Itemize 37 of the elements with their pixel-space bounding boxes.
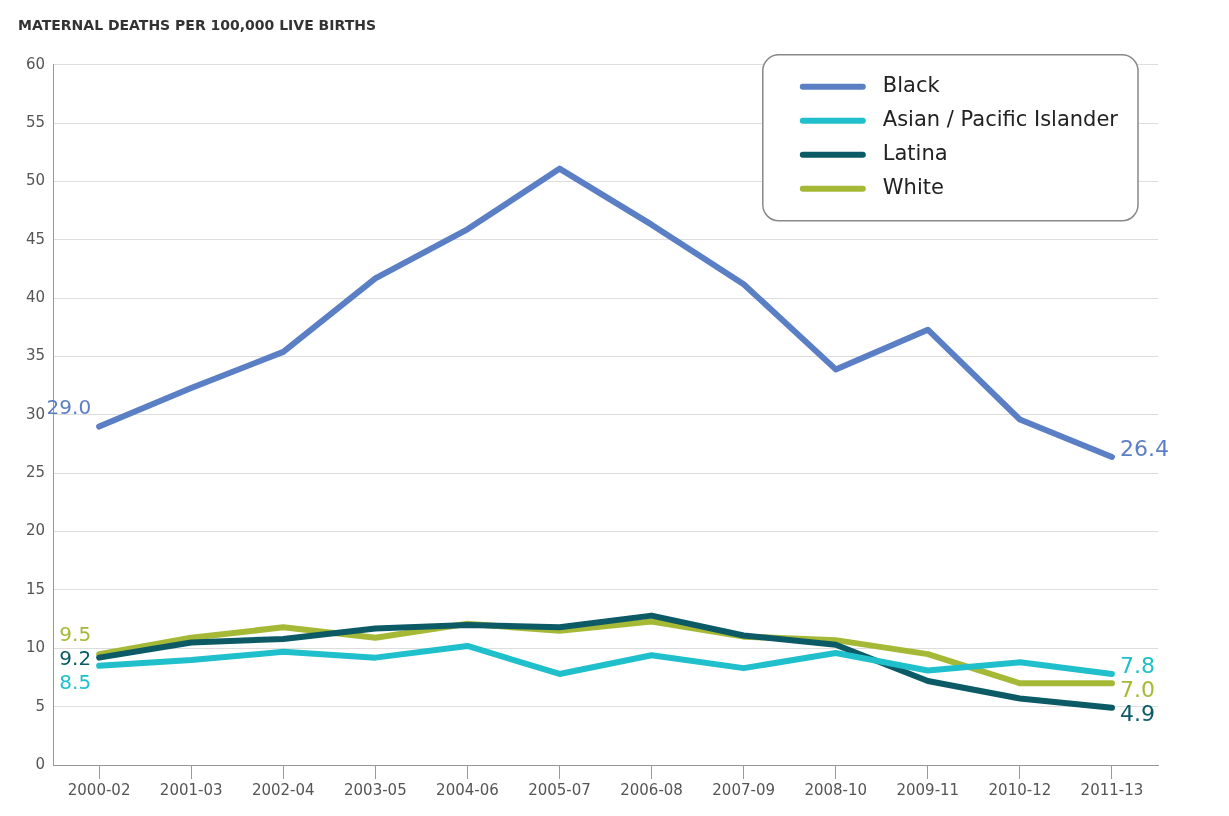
x-tick-label: 2006-08 [620, 780, 683, 799]
y-tick-label: 15 [25, 579, 46, 598]
y-tick-label: 40 [25, 288, 46, 307]
x-tick-label: 2004-06 [436, 780, 499, 799]
x-tick-label: 2003-05 [344, 780, 407, 799]
x-tick-label: 2007-09 [712, 780, 775, 799]
y-tick-label: 10 [25, 638, 46, 657]
data-label: 26.4 [1119, 435, 1169, 461]
legend-label: Asian / Pacific Islander [882, 107, 1119, 132]
y-tick-label: 50 [25, 171, 46, 190]
legend-label: White [882, 175, 944, 200]
data-label: 9.2 [59, 646, 92, 671]
y-tick-label: 60 [25, 54, 46, 73]
data-label: 7.8 [1119, 652, 1155, 678]
x-tick-label: 2009-11 [896, 780, 960, 799]
y-tick-label: 45 [25, 229, 46, 248]
data-label: 8.5 [59, 670, 92, 695]
data-label: 4.9 [1119, 700, 1155, 726]
y-tick-label: 0 [35, 754, 46, 773]
x-tick-label: 2010-12 [988, 780, 1052, 799]
y-tick-label: 35 [25, 346, 46, 365]
x-tick-label: 2005-07 [528, 780, 591, 799]
x-tick-label: 2000-02 [67, 780, 131, 799]
chart-title: MATERNAL DEATHS PER 100,000 LIVE BIRTHS [18, 17, 376, 34]
y-tick-label: 20 [25, 521, 46, 540]
x-tick-label: 2011-13 [1080, 780, 1144, 799]
data-label: 7.0 [1119, 676, 1155, 702]
y-tick-label: 5 [35, 696, 46, 715]
x-tick-label: 2001-03 [159, 780, 223, 799]
y-tick-label: 25 [25, 463, 46, 482]
y-tick-label: 30 [25, 404, 46, 423]
x-tick-label: 2008-10 [804, 780, 868, 799]
legend-label: Black [882, 73, 941, 98]
x-tick-label: 2002-04 [251, 780, 315, 799]
data-label: 9.5 [59, 622, 92, 647]
y-tick-label: 55 [25, 113, 46, 132]
legend-label: Latina [882, 141, 948, 166]
